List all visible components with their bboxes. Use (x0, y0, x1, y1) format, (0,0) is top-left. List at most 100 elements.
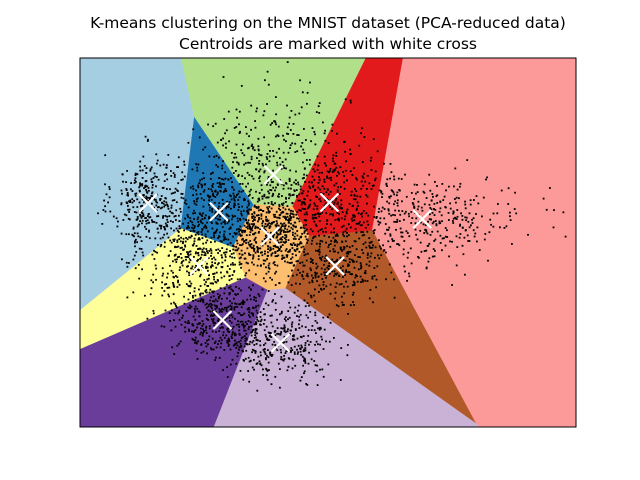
data-point (314, 364, 317, 367)
data-point (353, 282, 356, 284)
data-point (455, 264, 458, 267)
data-point (256, 214, 259, 217)
data-point (188, 322, 190, 324)
data-point (205, 289, 208, 291)
data-point (196, 307, 199, 310)
data-point (184, 326, 186, 329)
data-point (413, 198, 415, 200)
data-point (453, 185, 455, 188)
data-point (197, 225, 199, 228)
data-point (205, 332, 208, 334)
data-point (220, 186, 222, 189)
data-point (161, 287, 163, 289)
data-point (157, 178, 160, 181)
data-point (265, 335, 267, 338)
data-point (308, 281, 311, 284)
data-point (333, 261, 336, 263)
data-point (125, 233, 128, 236)
centroid-cross-stroke (189, 256, 209, 276)
data-point (265, 156, 268, 158)
data-point (385, 251, 387, 254)
data-point (422, 223, 425, 226)
data-point (176, 258, 178, 261)
data-point (221, 256, 223, 259)
data-point (274, 302, 277, 305)
data-point (237, 192, 240, 195)
data-point (211, 261, 214, 264)
data-point (185, 237, 187, 239)
data-point (354, 228, 357, 230)
data-point (264, 250, 266, 253)
data-point (278, 207, 280, 210)
data-point (320, 191, 323, 194)
data-point (288, 180, 291, 182)
data-point (253, 212, 256, 215)
data-point (278, 228, 281, 230)
data-point (216, 222, 219, 225)
data-point (408, 275, 411, 278)
data-point (337, 186, 339, 189)
data-point (260, 184, 263, 187)
data-point (160, 244, 163, 246)
data-point (468, 240, 471, 242)
data-point (368, 264, 371, 267)
data-point (177, 281, 179, 284)
data-point (328, 262, 331, 265)
data-point (456, 215, 459, 218)
data-point (301, 355, 304, 358)
data-point (289, 229, 291, 232)
data-point (174, 312, 177, 315)
data-point (109, 210, 112, 213)
data-point (298, 327, 301, 329)
data-point (476, 240, 478, 243)
data-point (316, 272, 318, 275)
data-point (248, 234, 251, 236)
data-point (163, 205, 166, 208)
data-point (419, 229, 422, 232)
data-point (545, 208, 548, 211)
data-point (333, 227, 335, 230)
data-point (309, 257, 312, 260)
data-point (205, 248, 208, 250)
data-point (312, 208, 315, 210)
data-point (336, 202, 339, 205)
data-point (416, 238, 419, 241)
data-point (305, 383, 308, 385)
data-point (248, 380, 251, 383)
data-point (333, 201, 336, 204)
data-point (233, 204, 235, 207)
data-point (364, 270, 367, 272)
data-point (469, 203, 472, 206)
data-point (191, 168, 194, 171)
data-point (257, 339, 259, 342)
data-point (464, 203, 467, 206)
data-point (157, 244, 159, 246)
data-point (205, 265, 208, 268)
data-point (370, 169, 373, 171)
data-point (290, 216, 293, 219)
data-point (128, 218, 131, 221)
data-point (248, 146, 250, 149)
data-point (226, 243, 229, 246)
data-point (294, 250, 297, 252)
data-point (178, 220, 181, 222)
data-point (218, 296, 220, 298)
data-point (205, 267, 208, 269)
data-point (218, 235, 220, 237)
data-point (254, 273, 257, 276)
data-point (223, 238, 226, 240)
data-point (252, 215, 255, 218)
data-point (189, 217, 192, 220)
data-point (201, 184, 203, 187)
data-point (254, 296, 257, 299)
data-point (332, 261, 335, 264)
decision-regions (80, 58, 576, 427)
data-point (507, 187, 510, 190)
data-point (287, 225, 290, 228)
data-point (428, 218, 431, 221)
data-point (509, 219, 512, 221)
data-point (324, 202, 327, 205)
data-point (232, 172, 235, 174)
data-point (267, 304, 270, 307)
data-point (292, 224, 294, 227)
